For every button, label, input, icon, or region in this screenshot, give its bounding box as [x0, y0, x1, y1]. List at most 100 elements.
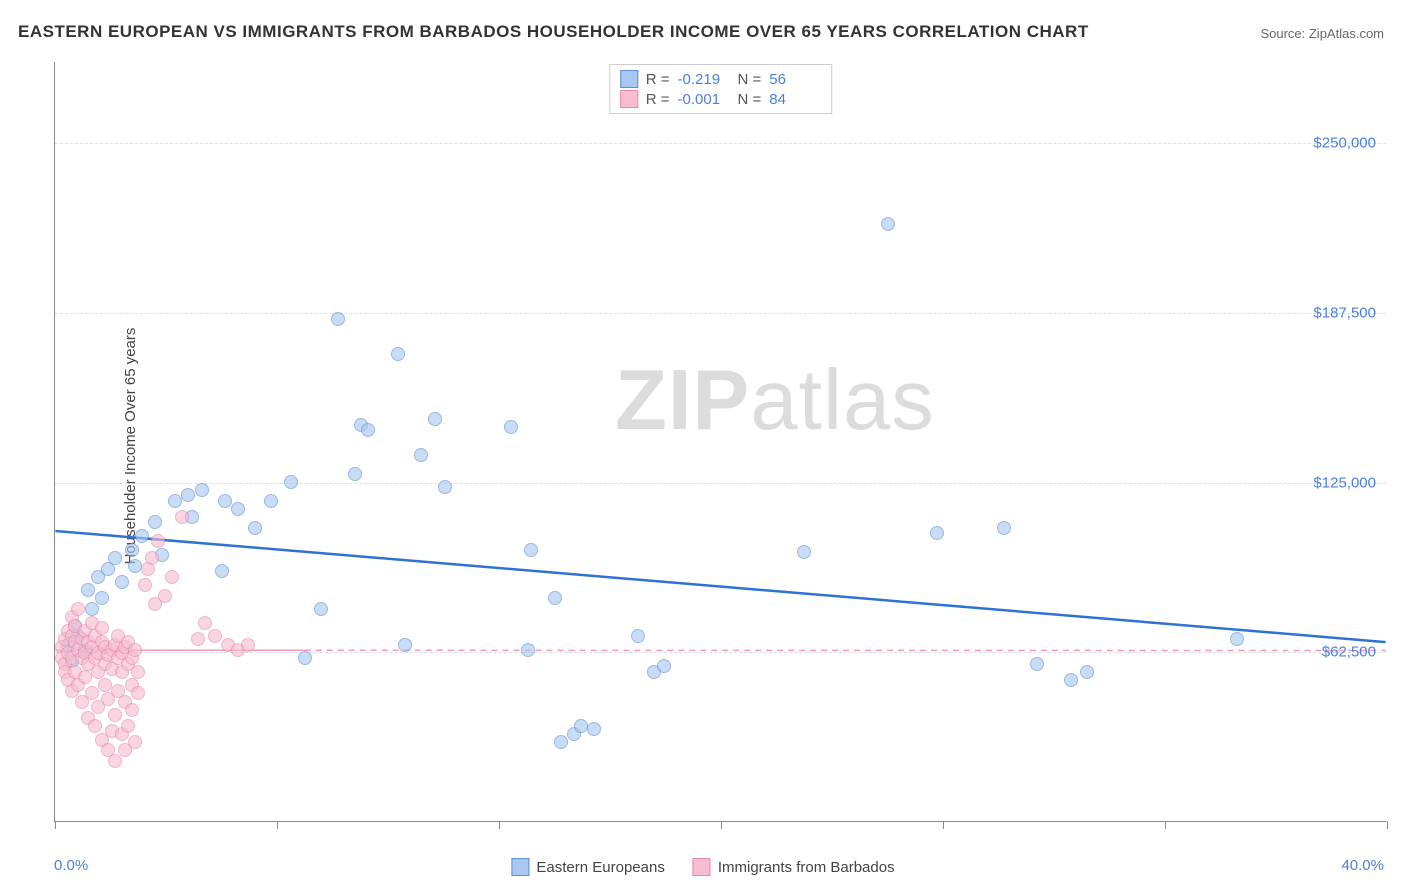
data-point — [524, 543, 538, 557]
data-point — [314, 602, 328, 616]
stats-box: R = -0.219 N = 56R = -0.001 N = 84 — [609, 64, 833, 114]
data-point — [504, 420, 518, 434]
data-point — [165, 570, 179, 584]
trend-lines — [55, 62, 1386, 821]
gridline — [55, 483, 1386, 484]
data-point — [997, 521, 1011, 535]
legend-swatch — [620, 70, 638, 88]
legend-item: Eastern Europeans — [511, 858, 664, 876]
data-point — [108, 551, 122, 565]
data-point — [148, 515, 162, 529]
stats-r-label: R = — [646, 71, 670, 88]
stats-n-value: 84 — [769, 91, 821, 108]
legend-label: Immigrants from Barbados — [718, 859, 895, 876]
data-point — [361, 423, 375, 437]
data-point — [85, 602, 99, 616]
data-point — [215, 564, 229, 578]
data-point — [414, 448, 428, 462]
data-point — [1030, 657, 1044, 671]
data-point — [128, 735, 142, 749]
data-point — [98, 678, 112, 692]
data-point — [881, 217, 895, 231]
x-tick — [1387, 821, 1388, 829]
stats-n-label: N = — [738, 91, 762, 108]
data-point — [331, 312, 345, 326]
legend-swatch — [511, 858, 529, 876]
gridline — [55, 313, 1386, 314]
data-point — [125, 543, 139, 557]
data-point — [298, 651, 312, 665]
bottom-legend: Eastern Europeans Immigrants from Barbado… — [511, 858, 894, 876]
data-point — [135, 529, 149, 543]
x-tick — [943, 821, 944, 829]
data-point — [264, 494, 278, 508]
legend-swatch — [693, 858, 711, 876]
gridline — [55, 652, 1386, 653]
data-point — [1080, 665, 1094, 679]
gridline — [55, 143, 1386, 144]
chart-title: EASTERN EUROPEAN VS IMMIGRANTS FROM BARB… — [18, 22, 1089, 42]
data-point — [218, 494, 232, 508]
x-tick — [55, 821, 56, 829]
data-point — [131, 686, 145, 700]
data-point — [138, 578, 152, 592]
x-tick — [499, 821, 500, 829]
data-point — [554, 735, 568, 749]
data-point — [521, 643, 535, 657]
data-point — [198, 616, 212, 630]
data-point — [125, 703, 139, 717]
legend-swatch — [620, 90, 638, 108]
data-point — [548, 591, 562, 605]
data-point — [195, 483, 209, 497]
legend-item: Immigrants from Barbados — [693, 858, 895, 876]
plot-area: ZIPatlas R =-0.219N =56R =-0.001N =84 $6… — [54, 62, 1386, 822]
legend-label: Eastern Europeans — [536, 859, 664, 876]
data-point — [181, 488, 195, 502]
y-tick-label: $62,500 — [1322, 644, 1376, 661]
data-point — [248, 521, 262, 535]
data-point — [797, 545, 811, 559]
x-tick — [277, 821, 278, 829]
x-tick — [721, 821, 722, 829]
data-point — [168, 494, 182, 508]
data-point — [121, 719, 135, 733]
data-point — [85, 686, 99, 700]
stats-n-value: 56 — [769, 71, 821, 88]
stats-row: R = -0.001 N = 84 — [620, 89, 822, 109]
source-text: Source: ZipAtlas.com — [1260, 26, 1384, 41]
data-point — [241, 638, 255, 652]
data-point — [930, 526, 944, 540]
data-point — [631, 629, 645, 643]
data-point — [81, 583, 95, 597]
data-point — [145, 551, 159, 565]
data-point — [657, 659, 671, 673]
data-point — [438, 480, 452, 494]
x-tick — [1165, 821, 1166, 829]
stats-r-value: -0.219 — [678, 71, 730, 88]
data-point — [391, 347, 405, 361]
data-point — [158, 589, 172, 603]
data-point — [191, 632, 205, 646]
data-point — [128, 643, 142, 657]
data-point — [95, 591, 109, 605]
data-point — [1064, 673, 1078, 687]
data-point — [398, 638, 412, 652]
data-point — [71, 602, 85, 616]
data-point — [95, 621, 109, 635]
data-point — [231, 502, 245, 516]
data-point — [108, 708, 122, 722]
data-point — [151, 534, 165, 548]
y-tick-label: $125,000 — [1313, 474, 1376, 491]
data-point — [574, 719, 588, 733]
x-axis-min-label: 0.0% — [54, 857, 88, 874]
data-point — [428, 412, 442, 426]
data-point — [131, 665, 145, 679]
data-point — [108, 754, 122, 768]
stats-r-value: -0.001 — [678, 91, 730, 108]
data-point — [175, 510, 189, 524]
stats-r-label: R = — [646, 91, 670, 108]
data-point — [128, 559, 142, 573]
y-tick-label: $250,000 — [1313, 135, 1376, 152]
x-axis-max-label: 40.0% — [1341, 857, 1384, 874]
data-point — [115, 575, 129, 589]
